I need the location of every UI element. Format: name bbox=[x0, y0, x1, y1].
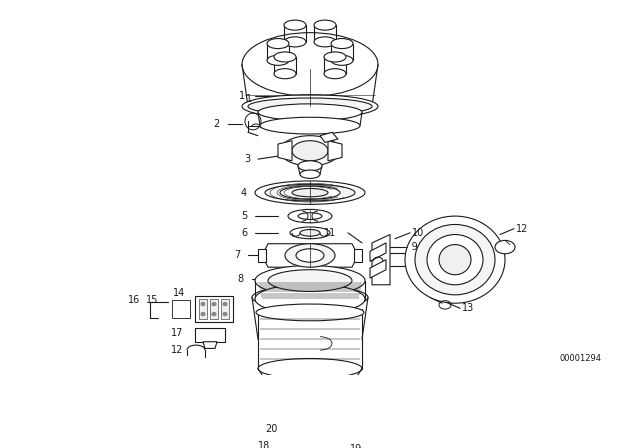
Ellipse shape bbox=[278, 393, 342, 406]
Ellipse shape bbox=[255, 266, 365, 296]
Ellipse shape bbox=[255, 181, 365, 204]
Ellipse shape bbox=[268, 270, 352, 292]
Ellipse shape bbox=[212, 312, 216, 316]
Ellipse shape bbox=[212, 302, 216, 306]
Bar bbox=[195, 296, 233, 323]
Polygon shape bbox=[262, 244, 358, 267]
Text: 5: 5 bbox=[241, 211, 247, 221]
Text: 6: 6 bbox=[241, 228, 247, 238]
Bar bbox=[172, 300, 190, 318]
Polygon shape bbox=[354, 249, 362, 262]
Ellipse shape bbox=[248, 98, 372, 115]
Polygon shape bbox=[320, 132, 338, 142]
Polygon shape bbox=[195, 328, 225, 342]
Text: 12: 12 bbox=[171, 345, 183, 355]
Polygon shape bbox=[370, 260, 386, 278]
Ellipse shape bbox=[267, 55, 289, 65]
Ellipse shape bbox=[314, 20, 336, 30]
Text: 2: 2 bbox=[214, 119, 220, 129]
Text: 19: 19 bbox=[350, 444, 362, 448]
Ellipse shape bbox=[285, 244, 335, 267]
Text: 7: 7 bbox=[234, 250, 240, 260]
Ellipse shape bbox=[324, 52, 346, 62]
Ellipse shape bbox=[260, 117, 360, 134]
Ellipse shape bbox=[415, 224, 495, 295]
Ellipse shape bbox=[298, 161, 322, 171]
Ellipse shape bbox=[242, 33, 378, 96]
Ellipse shape bbox=[314, 37, 336, 47]
Ellipse shape bbox=[427, 234, 483, 285]
Text: 17: 17 bbox=[171, 328, 183, 338]
Polygon shape bbox=[278, 141, 292, 161]
Ellipse shape bbox=[439, 245, 471, 275]
Text: 20: 20 bbox=[266, 424, 278, 434]
Ellipse shape bbox=[256, 304, 364, 321]
Text: 15: 15 bbox=[146, 295, 158, 305]
Text: 10: 10 bbox=[412, 228, 424, 238]
Text: 00001294: 00001294 bbox=[560, 354, 602, 363]
Ellipse shape bbox=[274, 52, 296, 62]
Ellipse shape bbox=[300, 229, 320, 236]
Ellipse shape bbox=[223, 312, 227, 316]
Text: 14: 14 bbox=[173, 288, 185, 298]
Ellipse shape bbox=[331, 55, 353, 65]
Ellipse shape bbox=[201, 302, 205, 306]
Bar bbox=[210, 299, 218, 319]
Ellipse shape bbox=[298, 213, 322, 220]
Text: 3: 3 bbox=[244, 154, 250, 164]
Text: - 9: - 9 bbox=[405, 242, 418, 252]
Ellipse shape bbox=[284, 20, 306, 30]
Polygon shape bbox=[258, 249, 266, 262]
Ellipse shape bbox=[495, 241, 515, 254]
Polygon shape bbox=[372, 234, 390, 285]
Ellipse shape bbox=[290, 433, 330, 447]
Text: 11: 11 bbox=[324, 228, 336, 238]
Ellipse shape bbox=[280, 136, 340, 166]
Ellipse shape bbox=[284, 37, 306, 47]
Ellipse shape bbox=[300, 170, 320, 178]
Text: 8: 8 bbox=[238, 274, 244, 284]
Ellipse shape bbox=[255, 284, 365, 314]
Ellipse shape bbox=[280, 186, 340, 199]
Ellipse shape bbox=[223, 302, 227, 306]
Ellipse shape bbox=[252, 286, 368, 309]
Ellipse shape bbox=[294, 412, 326, 421]
Ellipse shape bbox=[296, 249, 324, 262]
Ellipse shape bbox=[292, 189, 328, 197]
Ellipse shape bbox=[405, 216, 505, 303]
Polygon shape bbox=[328, 141, 342, 161]
Polygon shape bbox=[370, 243, 386, 261]
Ellipse shape bbox=[258, 104, 362, 121]
Ellipse shape bbox=[288, 209, 332, 223]
Ellipse shape bbox=[267, 39, 289, 48]
Text: 1: 1 bbox=[246, 94, 252, 104]
Ellipse shape bbox=[274, 69, 296, 79]
Text: 18: 18 bbox=[258, 440, 270, 448]
Bar bbox=[221, 299, 229, 319]
Text: 1: 1 bbox=[239, 91, 245, 101]
Polygon shape bbox=[203, 342, 217, 349]
Bar bbox=[199, 299, 207, 319]
Ellipse shape bbox=[290, 227, 330, 239]
Ellipse shape bbox=[292, 141, 328, 161]
Ellipse shape bbox=[258, 358, 362, 379]
Ellipse shape bbox=[201, 312, 205, 316]
Ellipse shape bbox=[242, 95, 378, 118]
Text: 16: 16 bbox=[128, 295, 140, 305]
Text: 12: 12 bbox=[516, 224, 529, 234]
Ellipse shape bbox=[324, 69, 346, 79]
Ellipse shape bbox=[331, 39, 353, 48]
Text: 4: 4 bbox=[241, 188, 247, 198]
Ellipse shape bbox=[265, 184, 355, 201]
Text: 13: 13 bbox=[462, 303, 474, 313]
